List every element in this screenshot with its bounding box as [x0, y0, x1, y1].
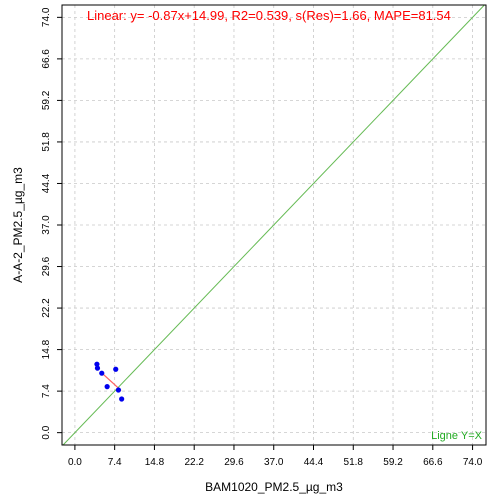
x-tick-label: 0.0: [68, 457, 82, 468]
data-point: [94, 365, 101, 371]
x-tick-label: 66.6: [423, 457, 443, 468]
y-tick-label: 74.0: [41, 7, 52, 27]
chart-title: Linear: y= -0.87x+14.99, R2=0.539, s(Res…: [87, 8, 451, 23]
x-tick-label: 14.8: [145, 457, 165, 468]
y-tick-label: 59.2: [41, 90, 52, 110]
x-tick-label: 37.0: [264, 457, 284, 468]
x-tick-label: 29.6: [224, 457, 244, 468]
y-tick-label: 66.6: [41, 49, 52, 69]
y-axis-ticks: 0.0 7.4 14.8 22.2 29.6 37.0 44.4 51.8 59.2 66.6 74…: [41, 7, 62, 440]
x-tick-label: 74.0: [463, 457, 483, 468]
y-tick-label: 0.0: [41, 425, 52, 439]
y-tick-label: 29.6: [41, 256, 52, 276]
reference-line-y-equals-x: [62, 4, 485, 446]
data-point: [113, 366, 119, 372]
x-tick-label: 59.2: [383, 457, 403, 468]
y-tick-label: 51.8: [41, 132, 52, 152]
data-point: [99, 370, 105, 376]
data-point: [119, 396, 125, 402]
data-point: [94, 361, 100, 367]
y-tick-label: 44.4: [41, 173, 52, 193]
data-point: [115, 387, 122, 393]
x-tick-label: 22.2: [184, 457, 204, 468]
data-points: [94, 361, 125, 402]
x-axis-ticks: 0.0 7.4 14.8 22.2 29.6 37.0 44.4 51.8 59.2 66.6 74…: [68, 445, 483, 468]
reference-line-label: Ligne Y=X: [431, 430, 483, 442]
x-tick-label: 51.8: [344, 457, 364, 468]
y-tick-label: 22.2: [41, 298, 52, 318]
x-tick-label: 44.4: [304, 457, 324, 468]
data-point: [104, 384, 110, 390]
x-axis-label: BAM1020_PM2.5_µg_m3: [205, 480, 343, 494]
x-tick-label: 7.4: [108, 457, 122, 468]
y-tick-label: 7.4: [41, 384, 52, 398]
grid-lines: [62, 5, 486, 445]
y-axis-label: A-A-2_PM2.5_µg_m3: [11, 167, 25, 283]
y-tick-label: 14.8: [41, 339, 52, 359]
y-tick-label: 37.0: [41, 215, 52, 235]
